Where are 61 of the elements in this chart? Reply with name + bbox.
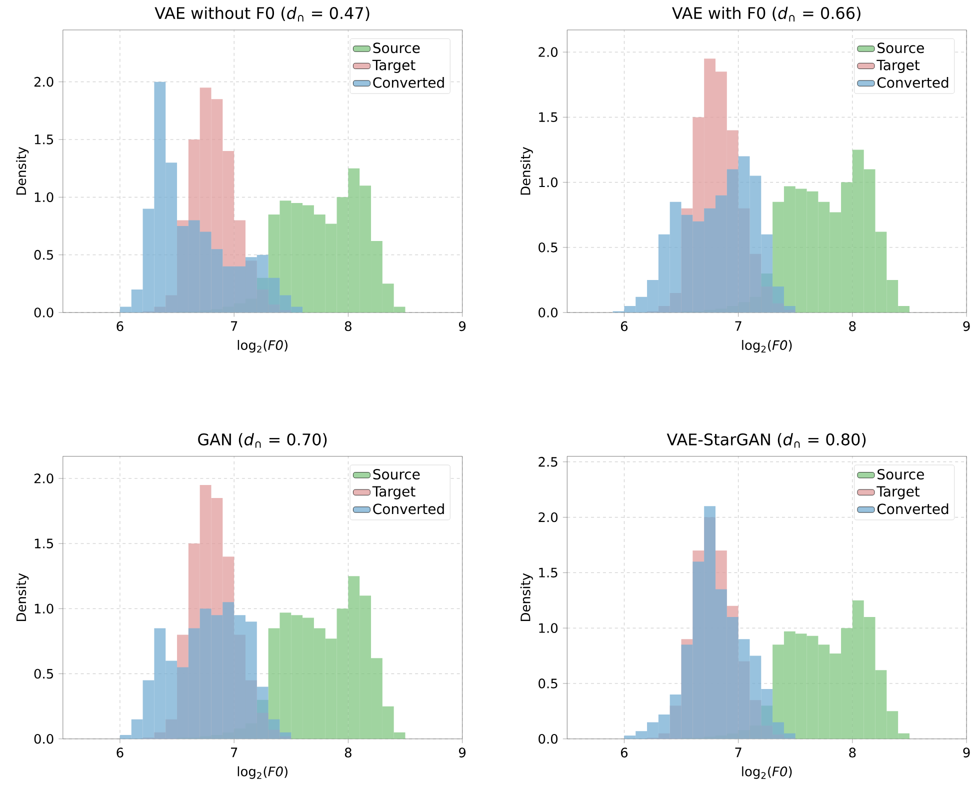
y-tick-label: 0.5 xyxy=(34,250,54,260)
legend-label: Target xyxy=(372,60,416,74)
chart-title: VAE without F0 (d$_{∩}$ = 0.47) xyxy=(154,6,370,22)
y-tick-label: 2.0 xyxy=(538,47,558,58)
y-tick-label: 0.0 xyxy=(34,308,54,318)
chart-title: VAE-StarGAN (d$_{∩}$ = 0.80) xyxy=(666,433,866,448)
legend-label: Target xyxy=(876,486,920,500)
y-tick-label: 2.0 xyxy=(34,474,54,484)
y-tick-label: 1.5 xyxy=(539,112,558,122)
legend-label: Source xyxy=(373,42,420,54)
legend-label: Source xyxy=(878,42,924,54)
x-axis-title: log$_{2}$(F0) xyxy=(238,766,288,779)
y-axis-title: Density xyxy=(16,147,29,195)
y-tick-label: 1.0 xyxy=(539,177,558,188)
y-axis-title: Density xyxy=(16,573,29,622)
x-axis-title: log$_{2}$(F0) xyxy=(742,340,792,353)
legend-label: Source xyxy=(373,469,420,480)
y-tick-label: 1.0 xyxy=(34,192,54,202)
y-axis-title: Density xyxy=(520,573,533,622)
y-axis-title: Density xyxy=(520,147,533,195)
chart-title: VAE with F0 (d$_{∩}$ = 0.66) xyxy=(672,6,860,22)
x-axis-title: log$_{2}$(F0) xyxy=(742,766,792,779)
legend-label: Converted xyxy=(373,77,444,88)
y-tick-label: 1.0 xyxy=(539,623,558,634)
x-tick-label: 7 xyxy=(735,748,742,758)
chart-title: GAN (d$_{∩}$ = 0.70) xyxy=(198,433,327,448)
x-tick-label: 9 xyxy=(458,748,466,758)
y-tick-label: 1.0 xyxy=(34,604,54,614)
x-tick-label: 6 xyxy=(620,748,628,758)
legend-label: Converted xyxy=(877,77,948,88)
x-tick-label: 9 xyxy=(963,321,970,332)
legend-label: Converted xyxy=(373,503,444,514)
x-tick-label: 7 xyxy=(231,321,238,331)
y-tick-label: 0.0 xyxy=(538,734,558,744)
x-tick-label: 8 xyxy=(849,321,856,332)
x-tick-label: 6 xyxy=(620,321,628,332)
x-tick-label: 7 xyxy=(735,321,742,331)
x-tick-label: 8 xyxy=(344,748,352,758)
y-tick-label: 2.5 xyxy=(538,457,558,467)
y-tick-label: 0.0 xyxy=(538,308,558,318)
x-axis-title: log$_{2}$(F0) xyxy=(238,340,288,353)
x-tick-label: 6 xyxy=(116,748,124,758)
y-tick-label: 0.5 xyxy=(538,242,558,252)
x-tick-label: 6 xyxy=(116,321,124,332)
legend-label: Source xyxy=(878,469,924,480)
y-tick-label: 0.5 xyxy=(538,678,558,688)
y-tick-label: 1.5 xyxy=(539,568,558,578)
legend-label: Converted xyxy=(877,503,948,514)
x-tick-label: 7 xyxy=(231,748,238,758)
x-tick-label: 9 xyxy=(458,321,466,332)
y-tick-label: 2.0 xyxy=(538,512,558,522)
y-tick-label: 1.5 xyxy=(34,538,54,548)
x-tick-label: 8 xyxy=(849,748,856,758)
y-tick-label: 0.0 xyxy=(34,734,54,744)
legend-label: Target xyxy=(372,486,416,500)
y-tick-label: 2.0 xyxy=(34,77,54,87)
x-tick-label: 9 xyxy=(963,748,970,758)
legend-label: Target xyxy=(876,60,920,74)
y-tick-label: 1.5 xyxy=(34,134,54,144)
y-tick-label: 0.5 xyxy=(34,668,54,679)
x-tick-label: 8 xyxy=(344,321,352,332)
